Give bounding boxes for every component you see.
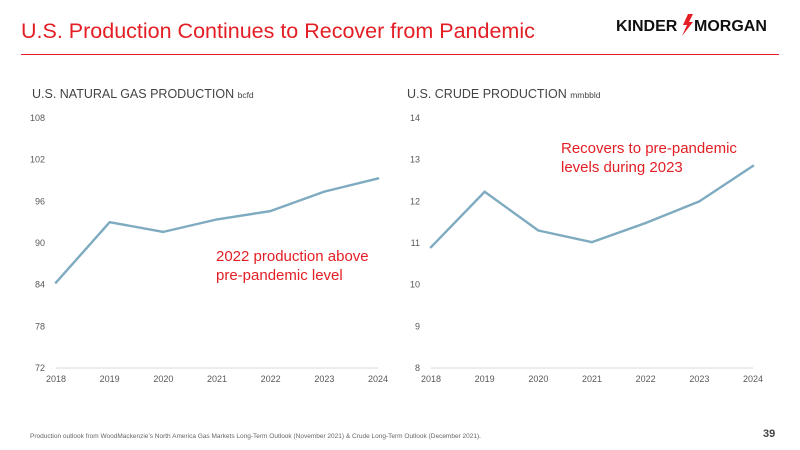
gas-data-point xyxy=(108,220,111,224)
gas-x-tick-label: 2020 xyxy=(153,374,173,384)
gas-x-tick-label: 2021 xyxy=(207,374,227,384)
crude-x-tick-label: 2024 xyxy=(743,374,763,384)
source-footnote: Production outlook from WoodMackenzie’s … xyxy=(30,433,481,440)
crude-chart-title: U.S. CRUDE PRODUCTION mmbbld xyxy=(407,87,600,101)
crude-x-tick-label: 2022 xyxy=(636,374,656,384)
crude-data-point xyxy=(751,164,755,168)
crude-y-tick-label: 10 xyxy=(410,280,420,290)
crude-y-tick-label: 11 xyxy=(411,238,420,248)
crude-data-point xyxy=(483,190,486,193)
gas-data-point xyxy=(269,209,272,213)
gas-y-tick-label: 96 xyxy=(35,196,45,206)
crude-y-tick-label: 12 xyxy=(410,196,420,206)
gas-x-tick-label: 2018 xyxy=(46,374,66,384)
page-number: 39 xyxy=(763,428,776,440)
crude-x-tick-label: 2023 xyxy=(689,374,709,384)
crude-series-line xyxy=(429,164,755,249)
gas-data-point xyxy=(376,177,380,180)
crude-x-tick-label: 2019 xyxy=(475,374,495,384)
crude-data-point xyxy=(590,240,594,244)
logo-morgan-text: MORGAN xyxy=(694,18,767,35)
crude-annotation-line: levels during 2023 xyxy=(561,159,683,176)
crude-production-chart: 8 9 10 11 12 13 14 2018 2019 2020 2021 2022 2023 2024… xyxy=(410,113,763,384)
crude-y-tick-label: 13 xyxy=(410,155,420,165)
gas-x-tick-label: 2024 xyxy=(368,374,388,384)
gas-data-point xyxy=(162,230,165,234)
gas-chart-title-text: U.S. NATURAL GAS PRODUCTION xyxy=(32,87,235,101)
gas-x-tick-label: 2022 xyxy=(261,374,281,384)
lightning-bolt-icon xyxy=(682,14,693,36)
crude-data-point xyxy=(698,200,701,203)
gas-x-tick-label: 2019 xyxy=(100,374,120,384)
crude-chart-title-text: U.S. CRUDE PRODUCTION xyxy=(407,87,567,101)
gas-production-chart: 72 78 84 90 96 102 108 2018 2019 2020 2021 2022 2023… xyxy=(30,113,388,384)
crude-y-tick-label: 14 xyxy=(410,113,420,123)
gas-data-point xyxy=(54,281,58,284)
gas-x-tick-label: 2023 xyxy=(314,374,334,384)
crude-y-tick-label: 9 xyxy=(415,321,420,331)
crude-annotation-line: Recovers to pre-pandemic xyxy=(561,140,737,157)
gas-y-tick-label: 84 xyxy=(35,280,45,290)
crude-data-point xyxy=(537,229,540,232)
crude-x-tick-label: 2020 xyxy=(528,374,548,384)
gas-data-point xyxy=(215,218,219,221)
gas-annotation-line: pre-pandemic level xyxy=(216,267,343,284)
gas-annotation-line: 2022 production above xyxy=(216,248,369,265)
gas-chart-title: U.S. NATURAL GAS PRODUCTION bcfd xyxy=(32,87,254,101)
gas-chart-unit: bcfd xyxy=(237,90,254,100)
gas-y-tick-label: 72 xyxy=(35,363,45,373)
crude-data-point xyxy=(429,245,433,249)
crude-x-tick-label: 2018 xyxy=(421,374,441,384)
gas-y-tick-label: 108 xyxy=(30,113,45,123)
crude-chart-unit: mmbbld xyxy=(570,90,601,100)
title-rule xyxy=(21,54,779,55)
kinder-morgan-logo: KINDER MORGAN xyxy=(616,14,767,36)
crude-x-tick-label: 2021 xyxy=(582,374,602,384)
gas-y-tick-label: 78 xyxy=(35,321,45,331)
gas-data-point xyxy=(323,190,326,193)
crude-y-tick-label: 8 xyxy=(415,363,420,373)
logo-kinder-text: KINDER xyxy=(616,18,678,35)
gas-y-tick-label: 90 xyxy=(35,238,45,248)
gas-y-tick-label: 102 xyxy=(30,155,45,165)
slide-title: U.S. Production Continues to Recover fro… xyxy=(21,19,535,43)
crude-data-point xyxy=(644,221,647,225)
